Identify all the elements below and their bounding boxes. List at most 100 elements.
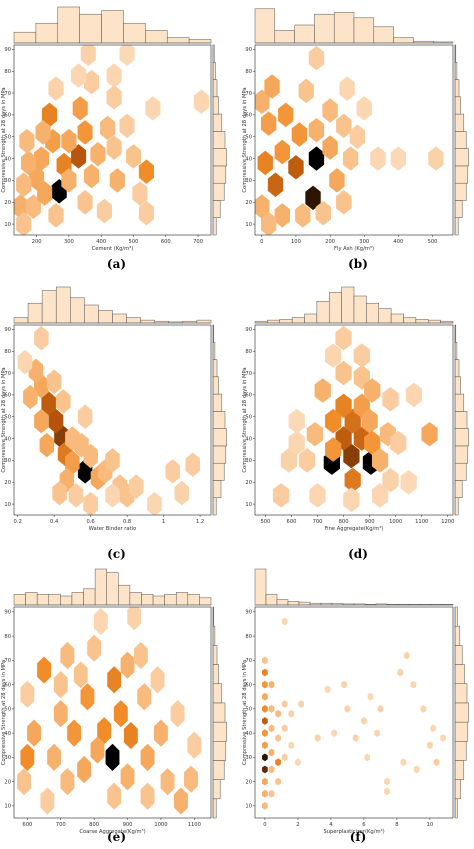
- y-marginal-histogram: [454, 324, 469, 516]
- hist-bar: [454, 702, 469, 723]
- hist-bar: [454, 393, 465, 412]
- y-tick-label: 70: [4, 658, 11, 664]
- hex-bin: [20, 680, 35, 708]
- hist-bar: [378, 308, 392, 324]
- hex-bin: [83, 491, 98, 515]
- hist-bar: [454, 741, 467, 761]
- hex-bin: [315, 200, 331, 226]
- y-tick-label: 70: [245, 658, 252, 664]
- hex-bin: [140, 782, 155, 810]
- hist-bar: [298, 601, 311, 606]
- y-tick-label: 10: [245, 502, 252, 508]
- hist-bar: [267, 319, 280, 324]
- hex-bin: [133, 641, 148, 670]
- hex-bin: [23, 384, 38, 410]
- y-tick-label: 70: [245, 91, 252, 97]
- hex-bin: [262, 680, 268, 689]
- hex-bin: [48, 203, 64, 228]
- x-tick-label: 4: [329, 822, 333, 828]
- hex-bin: [342, 146, 359, 171]
- hist-bar: [145, 30, 168, 44]
- hist-bar: [287, 601, 300, 606]
- hex-bin: [349, 124, 366, 149]
- hex-bin: [73, 661, 88, 689]
- plot-frame: [254, 44, 454, 236]
- hist-bar: [254, 320, 268, 324]
- hex-bin: [262, 777, 268, 786]
- x-tick-label: 700: [313, 519, 323, 525]
- hex-bin: [384, 777, 390, 786]
- hex-bin: [35, 120, 51, 145]
- hist-bar: [212, 131, 226, 149]
- panel-label: (f): [350, 830, 367, 844]
- hex-bin: [25, 194, 41, 219]
- hexbin-panel-1: 200 300 400 500 600 700 10 20 30 40 50 60 70 80 90 Ceme…: [1, 6, 227, 271]
- x-tick-label: 600: [22, 822, 32, 828]
- hex-bin: [305, 185, 321, 211]
- hist-bar: [212, 798, 217, 819]
- hist-bar: [428, 319, 441, 324]
- hex-bin: [280, 448, 297, 473]
- hex-bin: [268, 680, 275, 689]
- hex-bin: [34, 408, 49, 434]
- panel-label: (c): [107, 547, 126, 561]
- hexbin-panel-5: 600 700 800 900 1000 1100 10 20 30 40 50 60 70 80 90 Co…: [1, 568, 227, 844]
- hex-bin: [255, 89, 270, 115]
- hex-bin: [61, 168, 77, 193]
- hist-bar: [454, 79, 460, 98]
- hist-bar: [55, 286, 71, 324]
- y-tick-label: 80: [4, 349, 11, 355]
- hist-bar: [390, 313, 404, 324]
- hex-bin: [80, 683, 95, 711]
- hist-bar: [129, 592, 142, 606]
- hex-bin: [90, 141, 106, 167]
- y-tick-label: 80: [245, 634, 252, 640]
- hist-bar: [212, 62, 216, 80]
- hex-bin: [184, 765, 198, 793]
- hex-bin: [262, 729, 268, 737]
- hist-bar: [454, 200, 463, 218]
- hex-bin: [160, 768, 175, 796]
- y-axis-label: Compressive Strength at 28 days in MPa: [242, 87, 248, 192]
- hist-bar: [212, 165, 227, 184]
- hex-bin: [288, 430, 305, 456]
- y-tick-label: 90: [4, 610, 11, 616]
- x-tick-label: 1100: [188, 822, 201, 828]
- hex-bin: [308, 117, 325, 143]
- y-marginal-histogram: [212, 324, 227, 516]
- hex-bin: [382, 467, 399, 493]
- hex-bin: [281, 617, 288, 626]
- hex-bin: [83, 443, 98, 469]
- hex-bin: [193, 89, 209, 115]
- hist-bar: [454, 96, 461, 115]
- hex-bin: [298, 78, 314, 104]
- x-marginal-histogram: [13, 568, 212, 606]
- hist-bar: [415, 319, 429, 324]
- x-tick-label: 400: [393, 239, 403, 245]
- hex-bin: [33, 146, 49, 171]
- hex-bin: [132, 181, 148, 206]
- hex-bin: [430, 724, 437, 733]
- hist-bar: [276, 599, 289, 606]
- hist-bar: [141, 593, 154, 606]
- hex-bin: [268, 724, 275, 733]
- hex-bin: [390, 146, 407, 171]
- hist-bar: [454, 182, 467, 201]
- hex-bin: [275, 709, 281, 718]
- hist-bar: [13, 31, 37, 44]
- hex-bin: [374, 729, 380, 737]
- hex-bin: [71, 63, 87, 88]
- hex-bin: [298, 700, 305, 708]
- hex-bin: [403, 651, 410, 660]
- hex-bin: [335, 393, 352, 419]
- y-tick-label: 90: [245, 327, 252, 333]
- x-tick-label: 200: [325, 239, 335, 245]
- hex-bin: [53, 671, 68, 699]
- hist-bar: [41, 290, 57, 324]
- hex-bin: [264, 74, 280, 99]
- x-marginal-histogram: [13, 6, 212, 44]
- hex-bin: [306, 421, 324, 447]
- hist-bar: [212, 462, 225, 481]
- hist-bar: [182, 320, 198, 324]
- x-tick-label: 900: [123, 822, 133, 828]
